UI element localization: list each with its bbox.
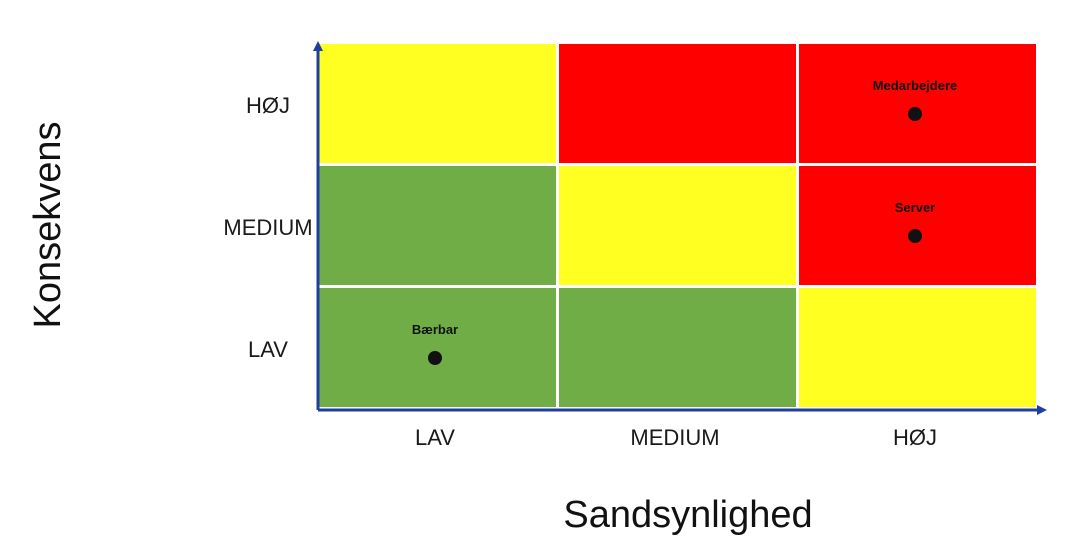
matrix-cell-red: [559, 44, 796, 163]
y-tick-label: LAV: [248, 337, 288, 362]
axis-tick-labels: LAV MEDIUM HØJ LAV MEDIUM HØJ: [223, 93, 937, 450]
risk-point-marker: [908, 229, 922, 243]
x-tick-label: LAV: [415, 425, 455, 450]
x-tick-label: HØJ: [893, 425, 937, 450]
matrix-cell-red: [799, 166, 1036, 285]
matrix-cells: [319, 44, 1036, 407]
x-axis-title: Sandsynlighed: [563, 494, 812, 536]
risk-point-label: Medarbejdere: [873, 78, 958, 93]
y-tick-label: HØJ: [246, 93, 290, 118]
matrix-cell-yellow: [319, 44, 556, 163]
y-axis-title: Konsekvens: [27, 121, 69, 328]
x-tick-label: MEDIUM: [630, 425, 719, 450]
matrix-cell-red: [799, 44, 1036, 163]
matrix-cell-green: [559, 288, 796, 407]
risk-point-marker: [908, 107, 922, 121]
risk-point-label: Server: [895, 200, 935, 215]
matrix-cell-green: [319, 166, 556, 285]
risk-point-label: Bærbar: [412, 322, 458, 337]
matrix-cell-yellow: [559, 166, 796, 285]
matrix-cell-yellow: [799, 288, 1036, 407]
matrix-axes: [313, 41, 1047, 415]
matrix-cell-green: [319, 288, 556, 407]
risk-points: Medarbejdere Server Bærbar: [412, 78, 957, 365]
risk-point-marker: [428, 351, 442, 365]
y-tick-label: MEDIUM: [223, 215, 312, 240]
